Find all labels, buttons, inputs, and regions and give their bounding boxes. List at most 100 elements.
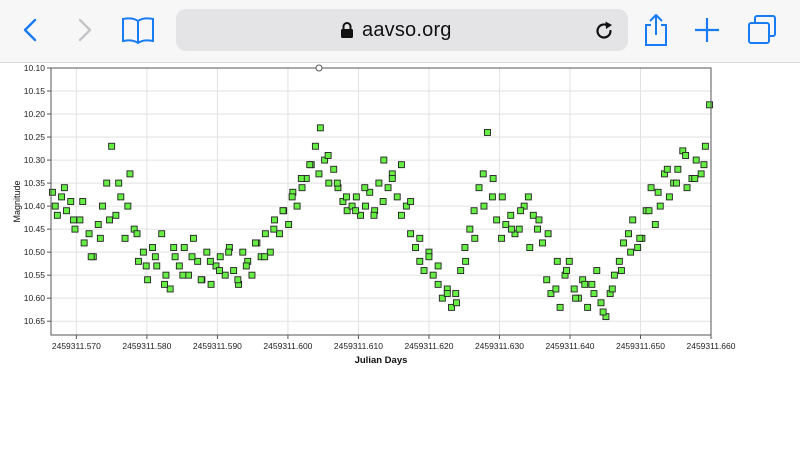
data-point — [180, 244, 188, 251]
data-point — [315, 170, 323, 178]
data-point — [151, 253, 159, 261]
data-point — [562, 267, 570, 275]
data-point — [584, 303, 592, 311]
data-point — [553, 257, 561, 265]
data-point — [647, 184, 655, 192]
data-point — [144, 276, 152, 284]
y-tick-label: 10.10 — [24, 63, 46, 73]
data-point — [179, 271, 187, 279]
reload-button[interactable] — [590, 17, 618, 45]
data-point — [425, 253, 433, 261]
data-point — [106, 216, 113, 224]
data-point — [121, 234, 129, 242]
data-point — [593, 267, 601, 275]
new-tab-button[interactable] — [687, 10, 727, 50]
y-tick-label: 10.30 — [24, 155, 46, 165]
data-point — [185, 271, 192, 279]
back-button[interactable] — [11, 10, 51, 50]
share-button[interactable] — [636, 10, 676, 50]
data-point — [271, 216, 278, 224]
browser-toolbar: aavso.org — [0, 0, 800, 63]
data-point — [252, 239, 259, 247]
data-point — [134, 257, 142, 265]
data-point — [342, 193, 350, 201]
data-point — [279, 207, 287, 215]
data-point — [452, 299, 460, 307]
data-point — [139, 248, 147, 256]
data-point — [434, 262, 442, 270]
data-point — [197, 276, 205, 284]
data-point — [470, 207, 478, 215]
bookmarks-button[interactable] — [118, 10, 158, 50]
data-point — [498, 234, 506, 242]
data-point — [379, 198, 387, 205]
zoom-handle[interactable] — [315, 64, 323, 72]
reload-icon — [596, 21, 612, 39]
data-point — [697, 170, 705, 178]
data-point — [572, 294, 580, 302]
plus-icon — [695, 18, 719, 42]
data-point — [357, 211, 365, 219]
chevron-left-icon — [23, 18, 37, 42]
x-tick-label: 2459311.620 — [404, 341, 453, 351]
forward-button[interactable] — [64, 10, 104, 50]
data-point — [543, 276, 551, 284]
data-point — [330, 165, 338, 173]
data-point — [239, 248, 247, 256]
data-point — [343, 207, 351, 215]
data-point — [397, 161, 405, 169]
data-point — [94, 221, 102, 228]
data-point — [99, 202, 106, 210]
data-point — [393, 193, 401, 201]
data-point — [529, 211, 537, 219]
address-bar[interactable]: aavso.org — [176, 9, 628, 51]
data-point — [85, 230, 93, 238]
data-point — [170, 244, 178, 251]
chevron-right-icon — [78, 18, 92, 42]
y-tick-label: 10.20 — [24, 109, 46, 119]
y-tick-label: 10.50 — [24, 247, 46, 257]
data-point — [48, 188, 56, 196]
data-point — [502, 221, 510, 228]
data-point — [438, 294, 446, 302]
data-point — [461, 244, 469, 251]
data-point — [515, 225, 523, 233]
data-point — [471, 234, 479, 242]
data-point — [103, 179, 111, 187]
data-point — [221, 271, 229, 279]
data-point — [520, 202, 528, 210]
data-point — [466, 225, 474, 233]
y-tick-label: 10.55 — [24, 270, 46, 280]
data-point — [71, 225, 79, 233]
book-icon — [122, 17, 154, 45]
data-point — [366, 188, 374, 196]
data-point — [654, 188, 662, 196]
data-point — [117, 193, 125, 201]
data-point — [420, 267, 428, 275]
y-tick-label: 10.45 — [24, 224, 46, 234]
data-point — [416, 257, 424, 265]
data-point — [581, 280, 589, 288]
data-point — [565, 257, 573, 265]
data-point — [188, 253, 196, 261]
data-point — [615, 257, 623, 265]
data-point — [617, 267, 625, 275]
data-point — [142, 262, 150, 270]
data-point — [452, 290, 460, 298]
data-point — [434, 280, 442, 288]
data-point — [87, 253, 95, 261]
x-axis-title: Julian Days — [355, 355, 408, 366]
tabs-button[interactable] — [742, 10, 782, 50]
data-point — [629, 216, 637, 224]
data-point — [242, 262, 250, 270]
data-point — [51, 202, 59, 210]
data-point — [352, 193, 360, 201]
data-point — [682, 152, 690, 159]
data-point — [297, 175, 305, 182]
tabs-icon — [748, 15, 776, 44]
data-point — [475, 184, 483, 192]
data-point — [175, 262, 183, 270]
data-point — [261, 230, 269, 238]
data-point — [230, 267, 238, 275]
data-point — [288, 193, 296, 201]
